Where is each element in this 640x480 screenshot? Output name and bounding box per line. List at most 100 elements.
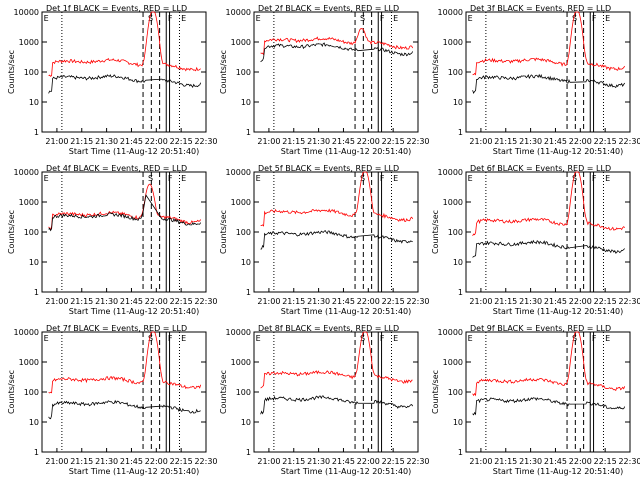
x-tick-label: 21:45 xyxy=(332,297,355,306)
series-events-line xyxy=(48,399,201,420)
x-tick-label: 22:15 xyxy=(170,297,193,306)
plot-frame xyxy=(253,331,419,453)
y-tick-label: 100 xyxy=(236,228,251,237)
x-tick-label: 21:15 xyxy=(282,297,305,306)
y-tick-label: 10 xyxy=(241,98,251,107)
y-axis-label: Counts/sec xyxy=(7,370,16,414)
marker-letter: E xyxy=(605,174,610,183)
y-tick-label: 10000 xyxy=(226,328,251,337)
plot-frame xyxy=(465,331,631,453)
x-tick-label: 22:30 xyxy=(406,137,429,146)
plot-frame xyxy=(465,11,631,133)
y-tick-label: 1 xyxy=(458,448,463,457)
marker-letter: S xyxy=(572,14,577,23)
x-tick-label: 21:30 xyxy=(307,457,330,466)
y-tick-label: 1000 xyxy=(443,198,463,207)
marker-letter: F xyxy=(380,14,385,23)
x-tick-label: 21:00 xyxy=(469,457,492,466)
y-tick-label: 1000 xyxy=(19,198,39,207)
x-axis-label: Start Time (11-Aug-12 20:51:40) xyxy=(69,307,200,316)
y-tick-label: 100 xyxy=(236,388,251,397)
x-tick-label: 22:00 xyxy=(569,137,592,146)
panel-title: Det 7f BLACK = Events, RED = LLD xyxy=(46,324,187,333)
y-tick-label: 10 xyxy=(453,98,463,107)
x-tick-label: 22:15 xyxy=(594,297,617,306)
series-events-line xyxy=(260,395,414,415)
marker-letter: E xyxy=(256,14,261,23)
x-tick-label: 21:15 xyxy=(494,457,517,466)
y-tick-label: 1 xyxy=(458,128,463,137)
y-tick-label: 10 xyxy=(453,258,463,267)
marker-letter: S xyxy=(572,174,577,183)
y-tick-label: 1 xyxy=(246,288,251,297)
x-tick-label: 21:15 xyxy=(70,137,93,146)
y-tick-label: 10000 xyxy=(14,168,39,177)
x-tick-label: 21:30 xyxy=(95,457,118,466)
marker-letter: S xyxy=(148,334,153,343)
y-tick-label: 1000 xyxy=(19,358,39,367)
y-tick-label: 1 xyxy=(458,288,463,297)
marker-letter: F xyxy=(168,14,173,23)
panel-title: Det 6f BLACK = Events, RED = LLD xyxy=(470,164,611,173)
y-tick-label: 100 xyxy=(24,388,39,397)
y-tick-label: 10000 xyxy=(226,168,251,177)
plot-frame xyxy=(465,171,631,293)
y-tick-label: 1000 xyxy=(231,358,251,367)
x-tick-label: 22:15 xyxy=(594,457,617,466)
y-tick-label: 100 xyxy=(448,228,463,237)
series-lld-line xyxy=(260,28,414,56)
y-tick-label: 100 xyxy=(236,68,251,77)
y-axis-label: Counts/sec xyxy=(7,50,16,94)
plot-frame xyxy=(41,331,207,453)
series-events-line xyxy=(260,230,413,250)
x-tick-label: 22:15 xyxy=(594,137,617,146)
y-tick-label: 10 xyxy=(29,98,39,107)
x-tick-label: 21:30 xyxy=(95,137,118,146)
y-axis-label: Counts/sec xyxy=(431,370,440,414)
x-axis-label: Start Time (11-Aug-12 20:51:40) xyxy=(281,467,412,476)
marker-letter: F xyxy=(168,334,173,343)
x-tick-label: 22:15 xyxy=(170,137,193,146)
x-tick-label: 22:30 xyxy=(194,137,217,146)
y-tick-label: 10000 xyxy=(438,168,463,177)
y-tick-label: 100 xyxy=(448,388,463,397)
x-tick-label: 22:00 xyxy=(357,137,380,146)
x-tick-label: 21:45 xyxy=(120,457,143,466)
x-tick-label: 22:15 xyxy=(170,457,193,466)
series-events-line xyxy=(472,397,626,416)
x-tick-label: 21:15 xyxy=(494,297,517,306)
series-events-line xyxy=(260,42,414,63)
y-tick-label: 10 xyxy=(453,418,463,427)
y-tick-label: 10000 xyxy=(438,8,463,17)
marker-letter: F xyxy=(380,334,385,343)
series-events-line xyxy=(48,194,202,232)
x-axis-label: Start Time (11-Aug-12 20:51:40) xyxy=(281,307,412,316)
y-tick-label: 10 xyxy=(29,258,39,267)
marker-letter: E xyxy=(181,334,186,343)
panel-title: Det 8f BLACK = Events, RED = LLD xyxy=(258,324,399,333)
x-tick-label: 21:15 xyxy=(494,137,517,146)
y-tick-label: 1000 xyxy=(443,38,463,47)
x-tick-label: 21:30 xyxy=(307,137,330,146)
series-events-line xyxy=(48,74,202,94)
y-axis-label: Counts/sec xyxy=(7,210,16,254)
x-tick-label: 21:00 xyxy=(45,137,68,146)
x-tick-label: 21:30 xyxy=(95,297,118,306)
x-tick-label: 21:15 xyxy=(70,297,93,306)
series-lld-line xyxy=(472,331,626,397)
x-tick-label: 22:30 xyxy=(618,137,640,146)
series-events-line xyxy=(472,239,625,258)
y-tick-label: 10000 xyxy=(14,8,39,17)
series-events-line xyxy=(472,73,626,95)
x-tick-label: 22:30 xyxy=(618,457,640,466)
y-axis-label: Counts/sec xyxy=(219,370,228,414)
x-tick-label: 21:30 xyxy=(519,137,542,146)
marker-letter: F xyxy=(380,174,385,183)
y-tick-label: 1 xyxy=(246,128,251,137)
y-axis-label: Counts/sec xyxy=(431,50,440,94)
x-tick-label: 22:30 xyxy=(406,457,429,466)
x-tick-label: 21:45 xyxy=(544,137,567,146)
marker-letter: E xyxy=(393,174,398,183)
y-tick-label: 1 xyxy=(34,128,39,137)
